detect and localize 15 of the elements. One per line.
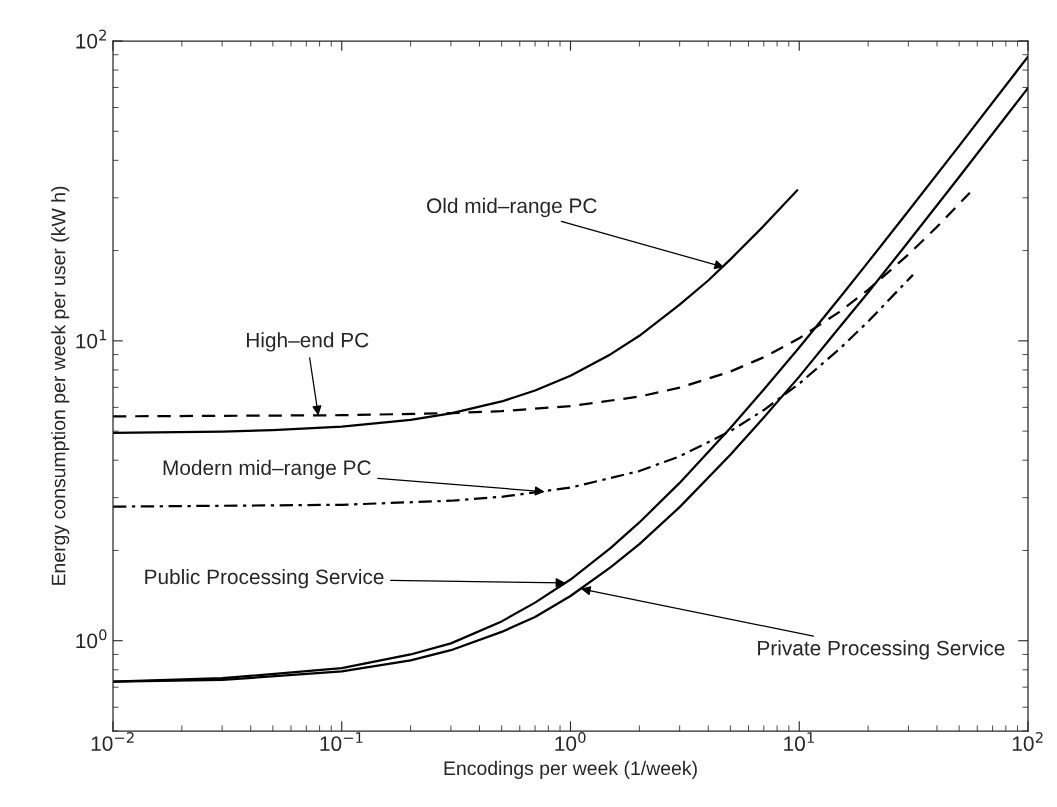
y-tick-label: 10$^{2}$ [76, 29, 106, 49]
x-axis-title: Encodings per week (1/week) [444, 760, 697, 779]
y-tick-label: 10$^{0}$ [76, 629, 107, 649]
annotation: Old mid–range PC [427, 197, 597, 218]
x-tick-label: 10$^{1}$ [784, 732, 814, 752]
annotation: Modern mid–range PC [163, 459, 371, 480]
x-tick-label: 10$^{−2}$ [91, 732, 134, 751]
y-tick-label: 10$^{1}$ [76, 329, 107, 349]
annotation: High–end PC [246, 332, 369, 352]
annotation: Private Processing Service [758, 640, 1005, 660]
y-axis-title: Energy consumption per week per user (kW h) [51, 186, 70, 585]
x-tick-label: 10$^{−1}$ [320, 732, 363, 752]
x-tick-label: 10$^{0}$ [555, 732, 586, 751]
annotation: Public Processing Service [145, 568, 384, 589]
x-tick-label: 10$^{2}$ [1012, 732, 1043, 751]
